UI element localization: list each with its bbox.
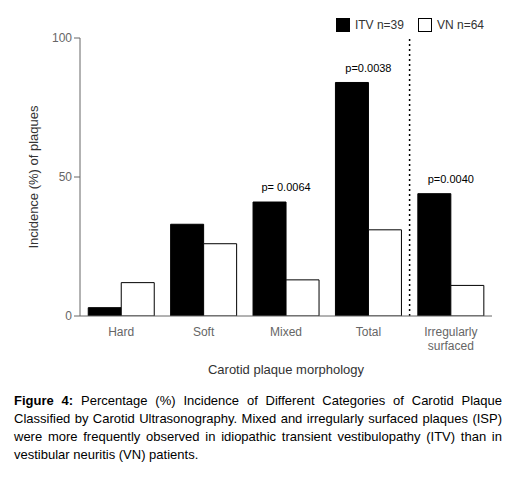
svg-text:0: 0 (65, 309, 72, 323)
svg-text:Carotid plaque morphology: Carotid plaque morphology (208, 362, 365, 377)
svg-text:Total: Total (356, 325, 381, 339)
html-text:ITV n=39: ITV n=39 (354, 18, 404, 32)
svg-text:Irregularlysurfaced: Irregularlysurfaced (424, 325, 477, 353)
svg-text:Soft: Soft (193, 325, 215, 339)
svg-text:100: 100 (52, 31, 72, 45)
html-text:Percentage (%) Incidence of Di: Percentage (%) Incidence of Different Ca… (14, 393, 502, 462)
svg-text:Incidence (%) of plaques: Incidence (%) of plaques (26, 105, 41, 249)
svg-text:p= 0.0064: p= 0.0064 (261, 181, 310, 193)
svg-text:50: 50 (59, 170, 73, 184)
svg-text:p=0.0040: p=0.0040 (428, 173, 474, 185)
svg-text:p=0.0038: p=0.0038 (345, 62, 391, 74)
svg-text:Hard: Hard (108, 325, 134, 339)
svg-text:Mixed: Mixed (270, 325, 302, 339)
html-text:Figure 4:: Figure 4: (14, 393, 74, 408)
html-text:VN n=64: VN n=64 (437, 18, 484, 32)
